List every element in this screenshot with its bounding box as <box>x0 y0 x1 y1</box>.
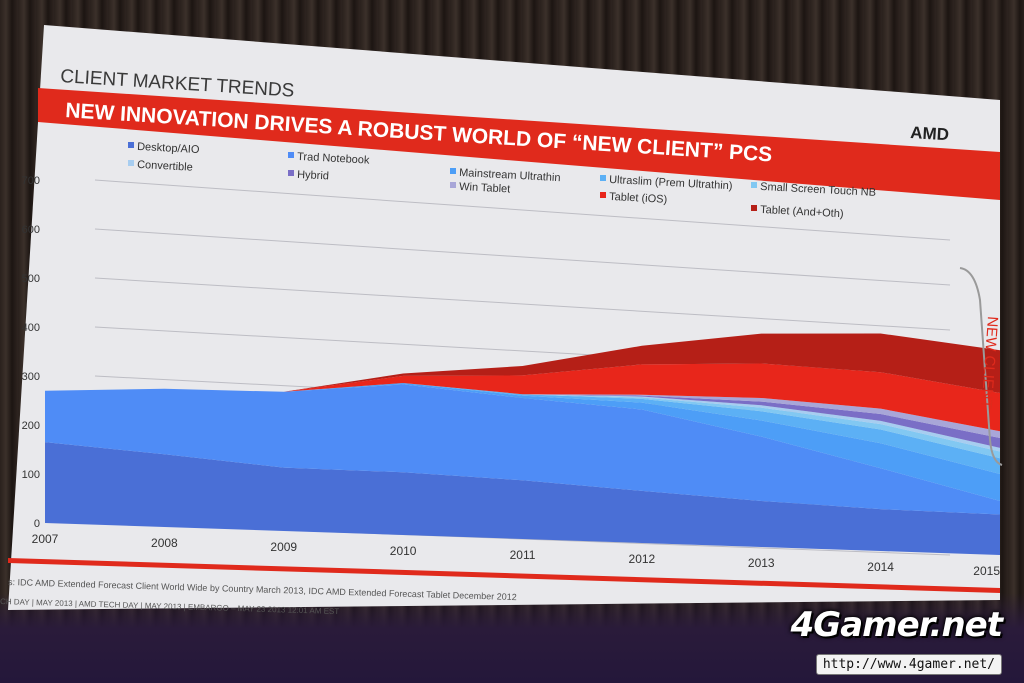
y-tick-label: 400 <box>22 322 40 334</box>
y-tick-label: 600 <box>22 224 40 236</box>
new-client-label: NEW CLIENT <box>978 316 1001 409</box>
y-tick-label: 300 <box>22 371 40 383</box>
watermark-url: http://www.4gamer.net/ <box>815 654 1002 675</box>
gridline <box>94 179 951 241</box>
series-area <box>45 333 1000 393</box>
legend-swatch <box>751 205 757 211</box>
y-tick-label: 100 <box>22 469 40 481</box>
amd-logo: AMD <box>910 123 950 144</box>
x-tick-label: 2008 <box>151 536 178 550</box>
legend-label: Convertible <box>137 159 193 174</box>
series-area <box>45 442 1000 555</box>
y-axis-ticks: 0 100 200 300 400 500 600 700 <box>22 175 40 530</box>
legend-swatch <box>751 182 757 188</box>
legend-swatch <box>450 168 456 174</box>
x-tick-label: 2009 <box>270 540 297 554</box>
new-client-bracket <box>959 267 1003 466</box>
gridline <box>94 228 951 286</box>
legend-swatch <box>128 142 134 148</box>
chart-areas <box>45 333 1000 555</box>
x-tick-label: 2011 <box>510 548 536 562</box>
x-tick-label: 2007 <box>32 532 59 546</box>
x-tick-label: 2012 <box>629 552 656 566</box>
y-tick-label: 700 <box>22 175 40 187</box>
watermark-logo: 4Gamer.net <box>790 605 1003 645</box>
x-axis-ticks: 2007 2008 2009 2010 2011 2012 2013 2014 2015 <box>32 532 1001 578</box>
legend-label: Win Tablet <box>459 181 511 196</box>
legend-label: Desktop/AIO <box>137 141 200 156</box>
legend-swatch <box>288 170 294 176</box>
legend-swatch <box>450 182 456 188</box>
x-tick-label: 2013 <box>748 556 775 570</box>
series-area <box>45 363 1000 432</box>
y-tick-label: 200 <box>22 420 40 432</box>
gridline <box>94 277 951 331</box>
legend-label: Hybrid <box>297 169 329 183</box>
legend-swatch <box>600 175 606 181</box>
x-tick-label: 2010 <box>390 544 417 558</box>
x-tick-label: 2015 <box>973 564 1000 578</box>
y-tick-label: 0 <box>34 518 40 530</box>
y-tick-label: 500 <box>22 273 40 285</box>
legend-label: Mainstream Ultrathin <box>459 167 561 184</box>
legend-label: Tablet (iOS) <box>609 191 668 206</box>
headline-bar <box>38 88 1000 200</box>
legend-label: Tablet (And+Oth) <box>760 204 844 220</box>
footer-rule <box>8 558 1000 593</box>
legend-swatch <box>600 192 606 198</box>
series-area <box>45 383 1000 501</box>
legend-label: Trad Notebook <box>297 151 370 167</box>
series-area <box>45 384 1000 515</box>
legend-swatch <box>128 160 134 166</box>
series-area <box>45 383 1000 474</box>
x-tick-label: 2014 <box>867 560 894 574</box>
legend-swatch <box>288 152 294 158</box>
